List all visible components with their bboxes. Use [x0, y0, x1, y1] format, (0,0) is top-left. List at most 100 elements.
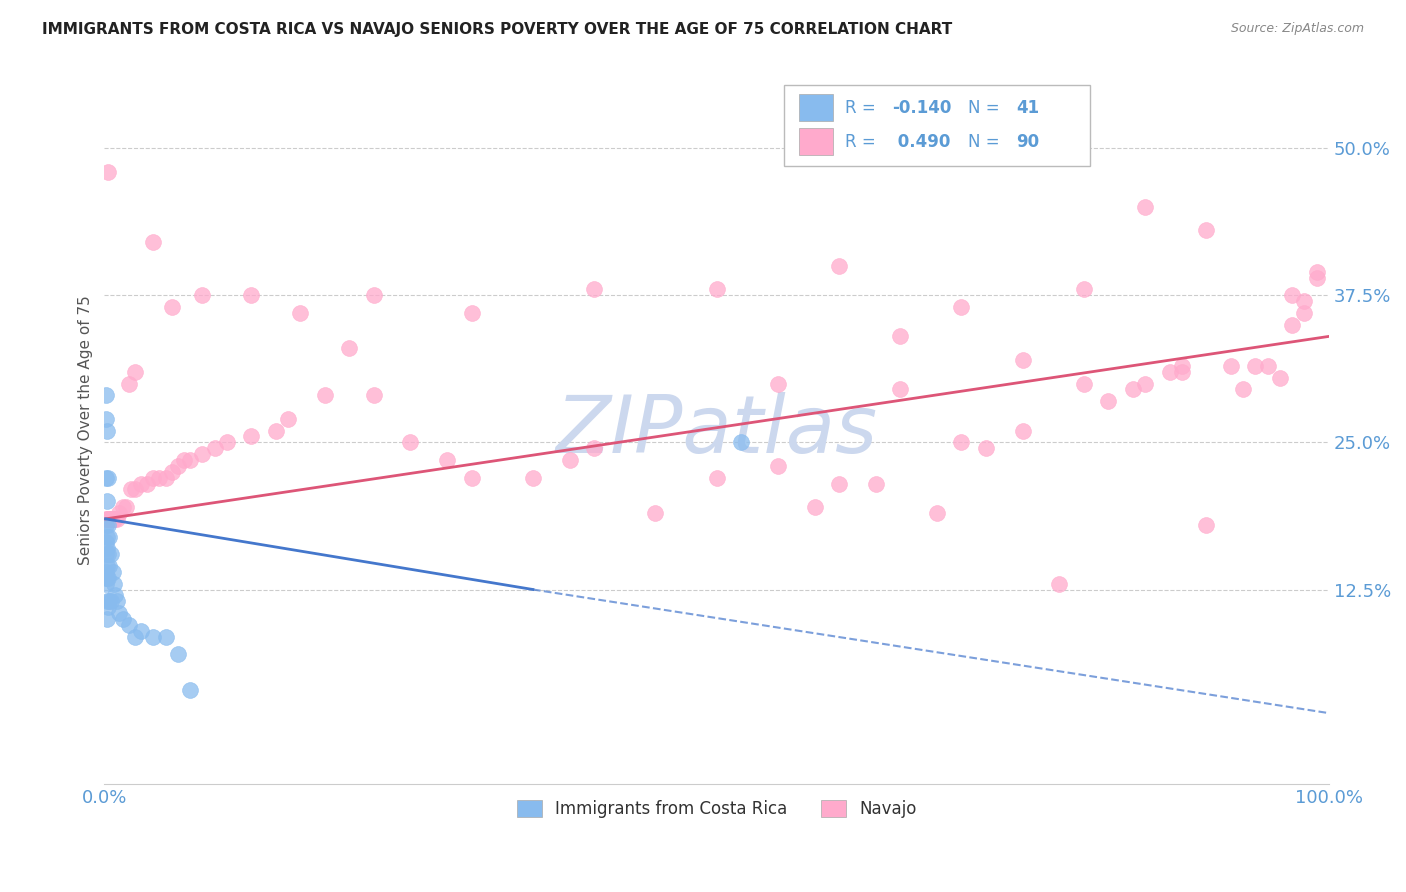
Point — [803, 500, 825, 515]
Point — [1195, 517, 1218, 532]
Text: N =: N = — [967, 133, 1004, 151]
Point — [104, 512, 127, 526]
Point — [558, 453, 581, 467]
Point — [179, 453, 201, 467]
Point — [460, 306, 482, 320]
Point — [1305, 265, 1327, 279]
Point — [925, 506, 948, 520]
Point — [94, 471, 117, 485]
Point — [191, 288, 214, 302]
Point — [828, 476, 851, 491]
Point — [1281, 318, 1303, 332]
Point — [1257, 359, 1279, 373]
Point — [160, 300, 183, 314]
Point — [96, 558, 118, 573]
Point — [105, 594, 128, 608]
Point — [136, 476, 159, 491]
Point — [97, 512, 120, 526]
Point — [204, 442, 226, 456]
Point — [111, 500, 134, 515]
Point — [583, 442, 606, 456]
Text: R =: R = — [845, 99, 882, 117]
Point — [865, 476, 887, 491]
Point — [277, 412, 299, 426]
Point — [94, 512, 117, 526]
Point — [1122, 383, 1144, 397]
Point — [706, 282, 728, 296]
Point — [1171, 365, 1194, 379]
Point — [103, 576, 125, 591]
Point — [97, 600, 120, 615]
Point — [98, 529, 121, 543]
Point — [101, 565, 124, 579]
Point — [98, 558, 121, 573]
Point — [363, 388, 385, 402]
Point — [290, 306, 312, 320]
Point — [1097, 394, 1119, 409]
Point — [124, 483, 146, 497]
Point — [94, 576, 117, 591]
Point — [155, 630, 177, 644]
Point — [118, 617, 141, 632]
Point — [173, 453, 195, 467]
Point — [1305, 270, 1327, 285]
Point — [583, 282, 606, 296]
Point — [108, 606, 131, 620]
Point — [111, 612, 134, 626]
Point — [1195, 223, 1218, 237]
Point — [97, 571, 120, 585]
Point — [96, 594, 118, 608]
Point — [96, 612, 118, 626]
Point — [120, 483, 142, 497]
Point — [522, 471, 544, 485]
Point — [97, 547, 120, 561]
Point — [94, 388, 117, 402]
Point — [460, 471, 482, 485]
Point — [118, 376, 141, 391]
Point — [644, 506, 666, 520]
Point — [436, 453, 458, 467]
Text: 90: 90 — [1017, 133, 1039, 151]
Point — [828, 259, 851, 273]
Point — [1011, 424, 1033, 438]
Point — [1232, 383, 1254, 397]
Point — [97, 517, 120, 532]
Point — [101, 512, 124, 526]
Bar — [799, 128, 832, 155]
Point — [115, 500, 138, 515]
FancyBboxPatch shape — [785, 85, 1090, 166]
Text: Source: ZipAtlas.com: Source: ZipAtlas.com — [1230, 22, 1364, 36]
Text: IMMIGRANTS FROM COSTA RICA VS NAVAJO SENIORS POVERTY OVER THE AGE OF 75 CORRELAT: IMMIGRANTS FROM COSTA RICA VS NAVAJO SEN… — [42, 22, 952, 37]
Text: 41: 41 — [1017, 99, 1039, 117]
Point — [314, 388, 336, 402]
Point — [179, 682, 201, 697]
Point — [103, 512, 125, 526]
Point — [363, 288, 385, 302]
Point — [104, 588, 127, 602]
Point — [129, 476, 152, 491]
Point — [94, 547, 117, 561]
Point — [94, 571, 117, 585]
Point — [1219, 359, 1241, 373]
Point — [100, 594, 122, 608]
Point — [96, 512, 118, 526]
Point — [100, 547, 122, 561]
Point — [240, 429, 263, 443]
Point — [1281, 288, 1303, 302]
Point — [889, 329, 911, 343]
Point — [94, 535, 117, 549]
Point — [148, 471, 170, 485]
Point — [1171, 359, 1194, 373]
Point — [97, 471, 120, 485]
Point — [1133, 376, 1156, 391]
Point — [766, 458, 789, 473]
Point — [166, 458, 188, 473]
Point — [1133, 200, 1156, 214]
Text: R =: R = — [845, 133, 882, 151]
Point — [706, 471, 728, 485]
Text: 0.490: 0.490 — [891, 133, 950, 151]
Point — [1244, 359, 1267, 373]
Text: ZIPatlas: ZIPatlas — [555, 392, 877, 469]
Point — [98, 512, 121, 526]
Point — [950, 300, 973, 314]
